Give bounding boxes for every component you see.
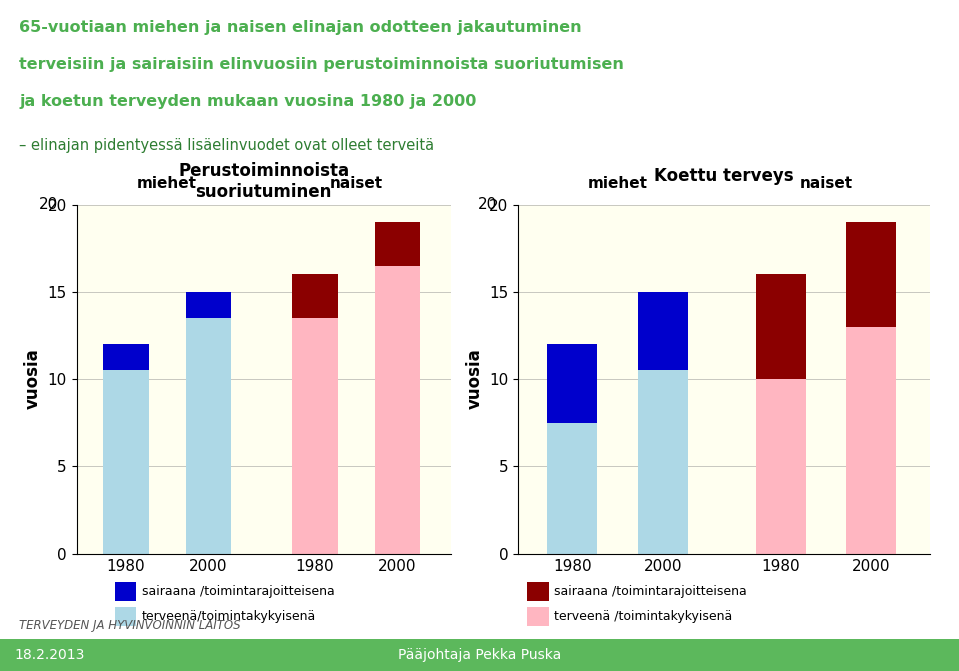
Text: – elinajan pidentyessä lisäelinvuodet ovat olleet terveitä: – elinajan pidentyessä lisäelinvuodet ov… <box>19 138 434 152</box>
Bar <box>375 266 420 554</box>
Text: terveenä /toimintakykyisenä: terveenä /toimintakykyisenä <box>554 610 733 623</box>
Text: 20: 20 <box>38 197 58 212</box>
Bar <box>375 222 420 266</box>
Bar <box>638 370 688 554</box>
Text: 65-vuotiaan miehen ja naisen elinajan odotteen jakautuminen: 65-vuotiaan miehen ja naisen elinajan od… <box>19 20 582 35</box>
Bar <box>292 318 338 554</box>
Bar <box>548 423 597 554</box>
Bar <box>847 222 897 327</box>
Text: Perustoiminnoista
suoriutuminen: Perustoiminnoista suoriutuminen <box>178 162 349 201</box>
Y-axis label: vuosia: vuosia <box>465 349 483 409</box>
Bar <box>292 274 338 318</box>
Bar <box>186 318 231 554</box>
Text: miehet: miehet <box>588 176 647 191</box>
Bar <box>186 292 231 318</box>
Text: miehet: miehet <box>137 176 198 191</box>
Text: 18.2.2013: 18.2.2013 <box>14 648 84 662</box>
Text: sairaana /toimintarajoitteisena: sairaana /toimintarajoitteisena <box>554 584 747 598</box>
Bar <box>638 292 688 370</box>
Bar <box>847 327 897 554</box>
Text: 20: 20 <box>478 197 498 212</box>
Text: naiset: naiset <box>330 176 383 191</box>
Y-axis label: vuosia: vuosia <box>24 349 42 409</box>
Text: naiset: naiset <box>800 176 853 191</box>
Bar <box>756 379 806 554</box>
Text: sairaana /toimintarajoitteisena: sairaana /toimintarajoitteisena <box>142 584 335 598</box>
Text: Koettu terveys: Koettu terveys <box>654 166 794 185</box>
Bar <box>756 274 806 379</box>
Text: TERVEYDEN JA HYVINVOINNIN LAITOS: TERVEYDEN JA HYVINVOINNIN LAITOS <box>19 619 241 632</box>
Bar <box>104 344 149 370</box>
Text: ja koetun terveyden mukaan vuosina 1980 ja 2000: ja koetun terveyden mukaan vuosina 1980 … <box>19 94 477 109</box>
Text: terveenä/toimintakykyisenä: terveenä/toimintakykyisenä <box>142 610 316 623</box>
Bar <box>104 370 149 554</box>
Bar <box>548 344 597 423</box>
Text: Pääjohtaja Pekka Puska: Pääjohtaja Pekka Puska <box>398 648 561 662</box>
Text: terveisiin ja sairaisiin elinvuosiin perustoiminnoista suoriutumisen: terveisiin ja sairaisiin elinvuosiin per… <box>19 57 624 72</box>
